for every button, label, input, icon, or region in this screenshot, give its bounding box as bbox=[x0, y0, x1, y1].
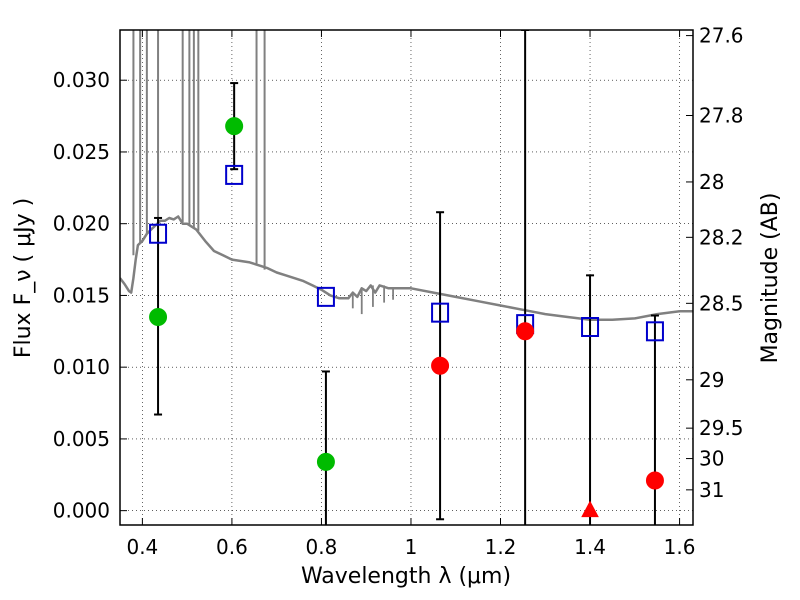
model-photometry-point bbox=[645, 321, 664, 342]
model-photometry-point bbox=[149, 223, 168, 244]
markers-layer bbox=[149, 117, 664, 518]
model-photometry-point bbox=[581, 317, 600, 337]
observed-flux-point bbox=[516, 322, 535, 341]
x-axis-label: Wavelength λ (μm) bbox=[301, 564, 511, 589]
y-tick-label: 0.005 bbox=[53, 427, 110, 451]
model-sed-curve bbox=[120, 215, 693, 322]
y2-tick-label: 29 bbox=[699, 368, 724, 392]
axis-ticks: 0.4 0.6 0.8 1 1.2 1.4 1.6 0.000 0.005 0.010 0.015 0… bbox=[53, 24, 744, 559]
observed-flux-point bbox=[225, 117, 244, 136]
model-photometry-point bbox=[316, 286, 335, 307]
y2-tick-label: 28.2 bbox=[699, 225, 744, 249]
x-tick-label: 1.6 bbox=[664, 535, 696, 559]
observed-flux-point bbox=[645, 471, 664, 490]
y-tick-label: 0.025 bbox=[53, 140, 110, 164]
y-tick-label: 0.030 bbox=[53, 68, 110, 92]
model-photometry-point bbox=[225, 164, 244, 185]
upper-limit-point bbox=[581, 500, 599, 518]
y2-tick-label: 27.6 bbox=[699, 24, 744, 48]
y2-tick-label: 28 bbox=[699, 170, 724, 194]
x-tick-label: 1 bbox=[405, 535, 418, 559]
y2-tick-label: 31 bbox=[699, 478, 724, 502]
x-tick-label: 0.4 bbox=[126, 535, 158, 559]
observed-flux-point bbox=[149, 307, 168, 326]
y2-tick-label: 30 bbox=[699, 447, 724, 471]
model-sed-layer bbox=[120, 30, 693, 322]
observed-flux-point bbox=[316, 452, 335, 471]
grid bbox=[120, 30, 693, 525]
y-tick-label: 0.015 bbox=[53, 283, 110, 307]
x-tick-label: 1.4 bbox=[574, 535, 606, 559]
y-tick-label: 0.020 bbox=[53, 212, 110, 236]
y-tick-label: 0.010 bbox=[53, 355, 110, 379]
y2-tick-label: 28.5 bbox=[699, 291, 744, 315]
x-tick-label: 0.6 bbox=[216, 535, 248, 559]
model-photometry-point bbox=[431, 302, 450, 323]
observed-flux-point bbox=[431, 356, 450, 375]
x-tick-label: 1.2 bbox=[485, 535, 517, 559]
y2-axis-label: Magnitude (AB) bbox=[758, 193, 783, 364]
y-axis-label: Flux F_ν ( μJy ) bbox=[11, 198, 36, 358]
error-bars-layer bbox=[154, 30, 659, 525]
y2-tick-label: 29.5 bbox=[699, 416, 744, 440]
y2-tick-label: 27.8 bbox=[699, 104, 744, 128]
x-tick-label: 0.8 bbox=[306, 535, 338, 559]
plot-frame bbox=[119, 29, 694, 526]
y-tick-label: 0.000 bbox=[53, 499, 110, 523]
